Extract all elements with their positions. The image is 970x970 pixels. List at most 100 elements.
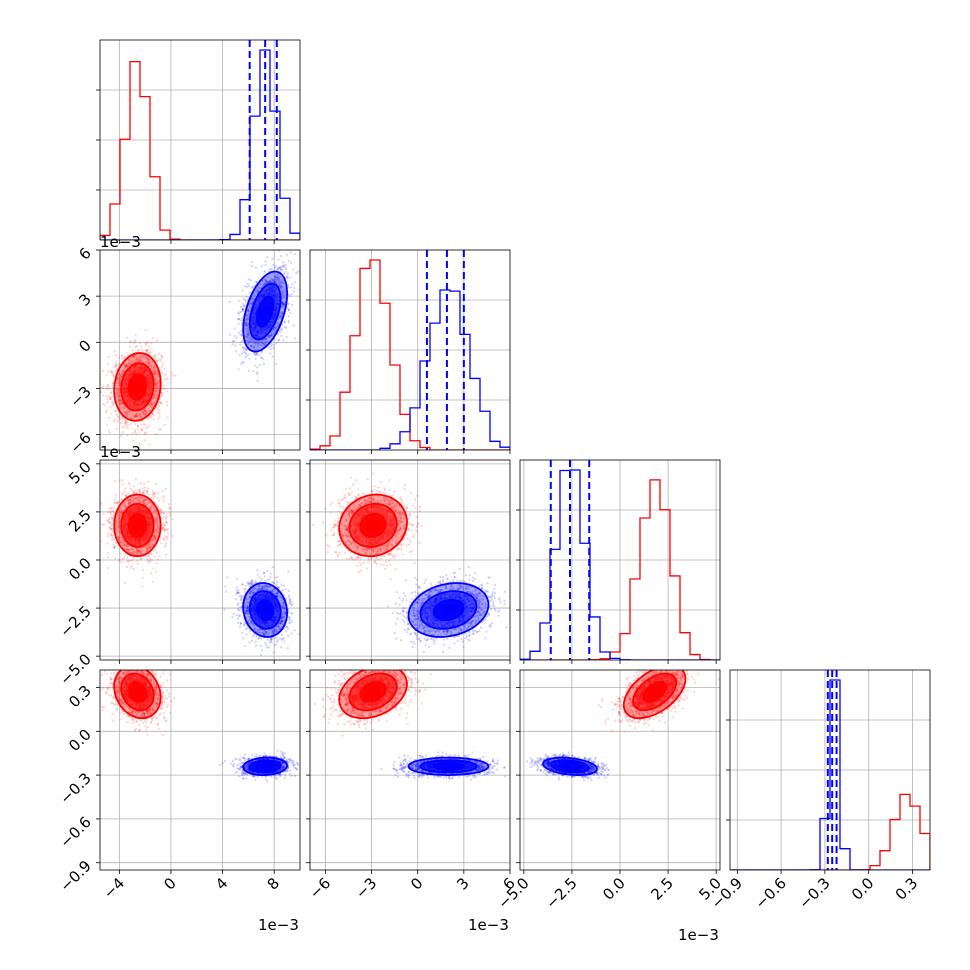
scatter-point <box>112 365 115 368</box>
scatter-point <box>113 501 116 504</box>
scatter-point <box>231 339 235 343</box>
scatter-point <box>124 414 127 417</box>
scatter-point <box>155 389 158 392</box>
scatter-point <box>151 403 154 406</box>
scatter-point <box>279 255 282 258</box>
scatter-point <box>151 402 154 405</box>
scatter-point <box>153 373 156 376</box>
scatter-point <box>252 346 255 350</box>
scatter-point <box>152 365 155 369</box>
scatter-point <box>121 369 125 373</box>
scatter-point <box>124 365 127 368</box>
scatter-point <box>282 302 285 305</box>
scatter-point <box>160 395 163 398</box>
scatter-point <box>117 415 120 418</box>
scatter-point <box>241 308 244 311</box>
scatter-point <box>143 489 147 492</box>
scatter-point <box>117 391 120 394</box>
scatter-point <box>118 378 121 381</box>
scatter-point <box>269 347 273 350</box>
scatter-point <box>118 417 121 420</box>
scatter-point <box>107 356 110 359</box>
scatter-point <box>277 277 281 281</box>
scatter-point <box>239 319 243 322</box>
scatter-point <box>293 286 296 290</box>
scatter-point <box>124 365 127 368</box>
scatter-point <box>109 392 113 395</box>
scatter-point <box>145 341 148 344</box>
scatter-point <box>118 384 121 387</box>
scatter-point <box>166 390 169 393</box>
scatter-point <box>117 391 120 395</box>
scatter-point <box>255 352 258 355</box>
scatter-point <box>119 374 122 377</box>
scatter-point <box>119 434 123 437</box>
scatter-point <box>112 420 115 423</box>
scatter-point <box>300 282 302 284</box>
scatter-point <box>106 542 109 545</box>
scatter-point <box>237 312 241 316</box>
scatter-point <box>258 340 261 343</box>
scatter-point <box>272 346 275 350</box>
scatter-point <box>131 416 134 420</box>
scatter-point <box>252 370 255 373</box>
scatter-point <box>137 431 141 434</box>
scatter-point <box>154 371 157 375</box>
scatter-point <box>109 517 112 520</box>
scatter-point <box>144 414 147 417</box>
scatter-point <box>119 406 122 410</box>
scatter-point <box>135 358 138 361</box>
scatter-point <box>245 349 248 352</box>
scatter-point <box>242 307 245 310</box>
scatter-point <box>102 512 105 516</box>
scatter-point <box>272 263 275 266</box>
scatter-point <box>279 317 282 320</box>
scatter-point <box>254 353 257 356</box>
scatter-point <box>144 328 147 332</box>
scatter-point <box>109 397 112 400</box>
scatter-point <box>120 400 123 403</box>
scatter-point <box>153 394 156 397</box>
scatter-point <box>158 415 161 418</box>
scatter-point <box>283 303 286 306</box>
scatter-point <box>264 341 267 344</box>
scatter-point <box>280 282 283 285</box>
scatter-point <box>140 356 143 359</box>
scatter-point <box>264 281 268 285</box>
scatter-point <box>275 273 278 276</box>
scatter-point <box>127 410 130 413</box>
scatter-point <box>289 311 292 315</box>
scatter-point <box>120 400 123 403</box>
scatter-point <box>142 412 145 415</box>
scatter-point <box>144 361 148 364</box>
scatter-point <box>274 277 277 280</box>
scatter-point <box>286 274 289 277</box>
scatter-point <box>138 359 142 362</box>
scatter-point <box>282 293 285 297</box>
scatter-point <box>129 361 132 365</box>
scatter-point <box>249 302 253 305</box>
scatter-point <box>154 383 157 387</box>
scatter-point <box>140 558 143 561</box>
scatter-point <box>131 360 134 363</box>
scatter-point <box>143 409 146 412</box>
scatter-point <box>151 400 154 403</box>
scatter-point <box>256 340 259 343</box>
scatter-point <box>228 333 232 336</box>
scatter-point <box>156 372 159 376</box>
scatter-point <box>238 332 242 335</box>
panel-2-0: −5.0−2.50.02.55.0 <box>56 458 301 689</box>
scatter-point <box>136 415 139 418</box>
scatter-point <box>274 274 277 278</box>
scatter-point <box>109 395 112 399</box>
scatter-point <box>161 365 164 368</box>
scatter-point <box>239 305 243 309</box>
scatter-point <box>140 345 143 348</box>
scatter-point <box>116 428 119 431</box>
density-peak-red <box>130 381 145 392</box>
scatter-point <box>133 416 136 419</box>
scatter-point <box>255 292 259 295</box>
scatter-point <box>164 373 167 376</box>
scatter-point <box>244 323 247 326</box>
scatter-point <box>134 356 137 359</box>
